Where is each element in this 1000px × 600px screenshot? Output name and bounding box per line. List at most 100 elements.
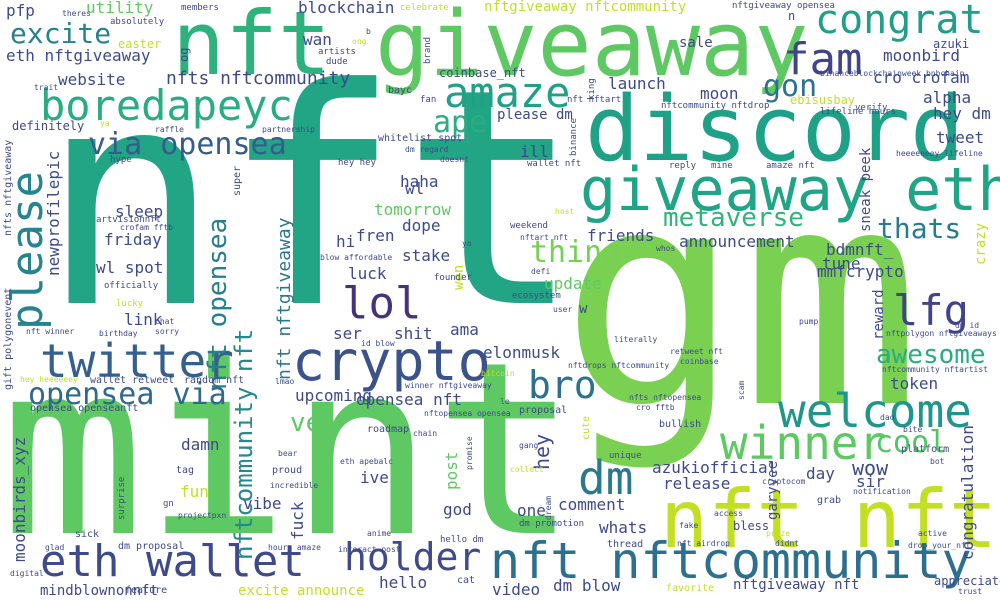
word: ama [450,320,479,339]
word: defi [531,267,551,276]
word: brand [423,36,433,64]
word: gift polygonevent [3,287,14,390]
word: crypto [292,329,491,393]
word: amaze [444,68,571,117]
word: dream [544,495,553,520]
word: dm regard [405,145,449,154]
word: ya [100,119,110,128]
word: fan [420,95,437,105]
word: dao [880,413,895,422]
word: fake [679,521,699,530]
word: nftopensea opensea [424,409,511,418]
word: winner nftgiveaway [405,381,492,390]
word: azukiofficial [652,458,778,477]
word: whos [656,244,676,253]
word: nftcommunity nft [230,328,258,560]
word: opensea nft [356,390,462,409]
word: roadmap [367,424,410,435]
word: ebisusbay [790,93,856,107]
word: coinbase_nft [439,66,526,80]
word: hello [379,573,428,592]
word: lfg [893,286,969,335]
word: theres [62,9,91,18]
word: boredapeyc [40,81,293,130]
word: ill [520,142,549,161]
word: friends [587,226,655,245]
word: gm [560,125,922,474]
word: digital [10,569,44,578]
word: token [890,374,939,393]
word: eth apebalc [340,457,393,466]
word: congrat [815,0,984,43]
word: chat [155,317,175,326]
word: reward [871,289,887,340]
word: wl spot [96,258,164,277]
word: founder [434,273,472,283]
word: nfts nftcommunity [166,68,351,89]
word: gang [519,441,539,450]
word: nftdrops nftcommunity [568,361,670,370]
word: sorry [155,327,180,336]
word: ve [290,408,322,438]
word: binance [569,118,579,156]
word: shit [394,324,433,343]
word: trust [958,587,983,596]
word: wl [405,179,425,198]
word: verify [855,103,888,113]
word: upcoming [295,386,373,405]
word: god [443,500,472,519]
word: n [788,9,796,23]
word: ive [360,468,389,487]
word: nftcommunity nftdrop [661,101,770,111]
word: holder [344,535,482,579]
word: doesnt [440,155,469,164]
word: opensea via [28,377,227,412]
word: bdmnft_ [826,240,894,259]
word: mine [711,161,733,171]
word: thread [607,539,644,550]
word: wallet retweet [90,375,175,386]
word: hey hey [338,158,376,168]
word: didnt [775,539,800,548]
word: promise [465,436,474,470]
word: hello dm [440,535,484,545]
word: alpha [923,88,972,107]
word: favorite [666,583,715,594]
word: absolutely [110,17,165,27]
word: nftgiveaway nftcommunity [484,0,687,15]
word: sick [75,529,100,540]
word: lifeline hours [820,107,896,117]
word: incredible [270,481,319,490]
word: moonbirds_xyz [10,436,29,562]
word: awesome [876,340,986,370]
word: day [806,464,835,483]
word: hi [336,232,356,251]
word: excite announce [238,583,365,599]
word: ecosystem [512,291,561,301]
word: weekend [510,221,548,231]
word: thats [877,212,962,245]
word: wow [852,456,889,480]
word: appreciate [934,574,1000,588]
word: wan [303,30,332,49]
word: one [517,501,546,520]
word: post [442,451,461,490]
word: blockchain [298,0,395,17]
word: bless [733,519,770,533]
word: fun [180,482,209,501]
word: excite [10,17,112,50]
word: nft winner [26,327,75,336]
word: announcement [679,232,795,251]
word: mint [0,310,578,590]
word: pump [799,317,819,326]
word: sale [679,35,713,51]
word: bullish [659,419,702,430]
word: nftgiveaway opensea [732,1,835,11]
word: bot [930,457,945,466]
word: metaverse [663,203,804,233]
word: eth wallet [40,536,305,587]
word: nftcommunity nftartist [882,365,988,374]
word: dm [578,451,634,505]
word: via opensea [88,127,287,162]
word: heeeeeeey lifeline [896,149,983,158]
